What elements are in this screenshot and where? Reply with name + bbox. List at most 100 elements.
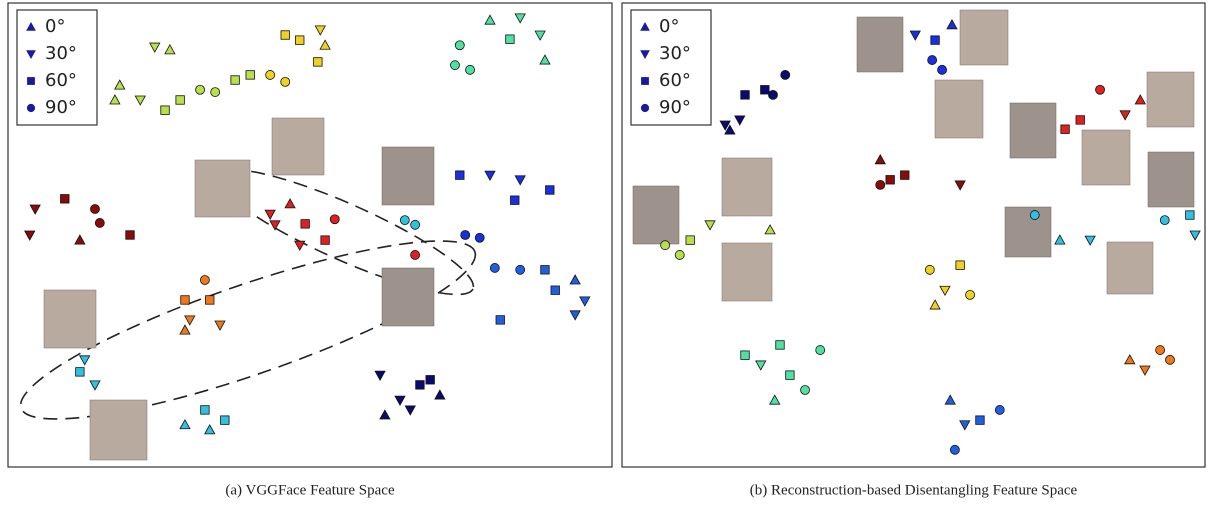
data-point — [456, 171, 465, 180]
data-point — [450, 61, 459, 70]
data-point — [205, 425, 215, 434]
data-point — [928, 56, 937, 65]
legend-marker — [641, 104, 648, 111]
data-point — [886, 176, 895, 185]
data-point — [675, 250, 684, 259]
data-point — [756, 361, 766, 370]
data-point — [435, 390, 445, 399]
data-point — [938, 65, 947, 74]
data-point — [205, 296, 214, 305]
data-point — [540, 55, 550, 64]
data-point — [281, 77, 290, 86]
face-image — [857, 17, 903, 72]
data-point — [400, 216, 409, 225]
data-point — [535, 31, 545, 40]
data-point — [380, 410, 390, 419]
data-point — [110, 95, 120, 104]
data-point — [551, 286, 560, 295]
data-point — [181, 296, 190, 305]
data-point — [956, 261, 965, 270]
data-point — [461, 231, 470, 240]
data-point — [910, 31, 920, 40]
face-image — [195, 160, 250, 217]
data-point — [925, 265, 934, 274]
legend-marker — [27, 104, 34, 111]
data-point — [201, 406, 210, 415]
data-point — [150, 43, 160, 52]
data-point — [176, 96, 185, 105]
data-point — [511, 196, 519, 205]
data-point — [180, 420, 190, 429]
data-point — [515, 14, 525, 23]
plot-frame — [8, 3, 612, 467]
data-point — [295, 241, 305, 250]
data-point — [1096, 85, 1105, 94]
data-point — [330, 215, 339, 224]
face-image — [44, 290, 96, 348]
legend-label: 30° — [45, 43, 77, 64]
face-image — [960, 10, 1008, 65]
data-point — [320, 40, 330, 49]
data-point — [301, 220, 310, 229]
data-point — [976, 416, 985, 425]
face-image — [272, 118, 324, 175]
face-image — [1148, 152, 1194, 207]
data-point — [185, 316, 195, 325]
data-point — [416, 381, 425, 390]
data-point — [126, 231, 134, 240]
data-point — [475, 233, 484, 242]
data-point — [995, 405, 1004, 414]
data-point — [960, 421, 970, 430]
data-point — [90, 381, 100, 390]
data-point — [1030, 211, 1039, 220]
data-point — [1076, 116, 1085, 125]
data-point — [165, 45, 175, 54]
data-point — [816, 346, 825, 355]
face-image — [1147, 72, 1194, 127]
data-point — [931, 36, 940, 45]
data-point — [295, 36, 304, 45]
data-point — [485, 15, 495, 24]
data-point — [411, 250, 420, 259]
data-point — [570, 275, 580, 284]
data-point — [115, 80, 125, 89]
data-point — [1055, 235, 1065, 244]
data-point — [485, 171, 495, 180]
data-point — [801, 385, 810, 394]
data-point — [231, 76, 240, 85]
data-point — [426, 376, 435, 385]
data-point — [786, 371, 795, 380]
legend-label: 30° — [659, 43, 691, 64]
data-point — [1085, 236, 1095, 245]
legend-label: 60° — [659, 70, 691, 91]
data-point — [314, 58, 323, 67]
legend: 0°30°60°90° — [631, 10, 711, 125]
data-point — [768, 90, 777, 99]
face-image — [633, 186, 679, 244]
data-point — [955, 181, 965, 190]
data-point — [570, 311, 580, 320]
face-image — [1005, 207, 1051, 257]
data-point — [95, 218, 104, 227]
data-point — [1120, 111, 1130, 120]
data-point — [211, 88, 220, 97]
data-point — [90, 205, 99, 214]
data-point — [411, 220, 420, 229]
data-point — [375, 371, 385, 380]
legend-marker — [642, 78, 649, 85]
data-point — [770, 395, 780, 404]
data-point — [1125, 355, 1135, 364]
data-point — [930, 300, 940, 309]
face-image — [382, 268, 434, 326]
data-point — [761, 86, 770, 95]
data-point — [741, 351, 750, 360]
data-point — [541, 266, 550, 275]
data-point — [940, 286, 950, 295]
data-point — [281, 31, 290, 39]
data-point — [735, 116, 745, 125]
face-image — [382, 147, 434, 205]
panel-b-decor — [633, 10, 1194, 301]
data-point — [875, 155, 885, 164]
data-point — [80, 356, 90, 365]
legend-label: 60° — [45, 70, 77, 91]
